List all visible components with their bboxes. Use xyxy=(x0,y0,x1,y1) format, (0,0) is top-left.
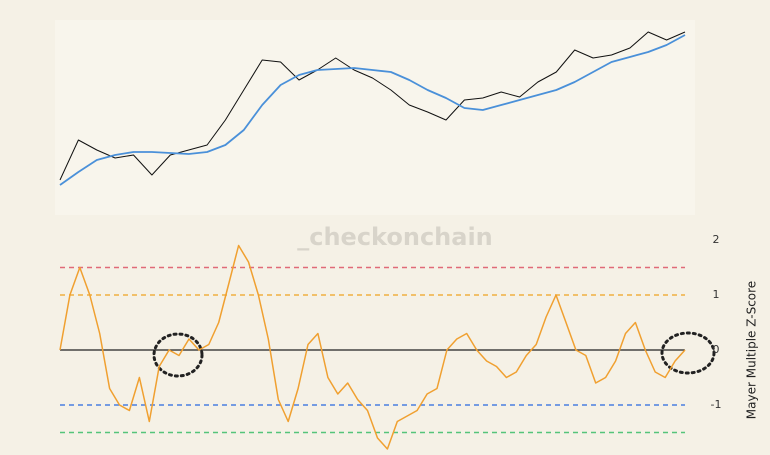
y-tick-label: 2 xyxy=(713,233,720,246)
y-tick-label: 0 xyxy=(713,343,720,356)
z-score-line xyxy=(59,244,686,450)
series-line xyxy=(59,34,686,186)
series-line xyxy=(59,31,686,181)
y-tick-label: -1 xyxy=(711,398,722,411)
watermark: _checkonchain xyxy=(297,223,493,251)
highlight-circle xyxy=(660,331,716,375)
y-axis-label: Mayer Multiple Z-Score xyxy=(745,281,759,419)
price-panel xyxy=(55,20,695,215)
y-tick-label: 1 xyxy=(713,288,720,301)
highlight-circle xyxy=(152,332,204,378)
